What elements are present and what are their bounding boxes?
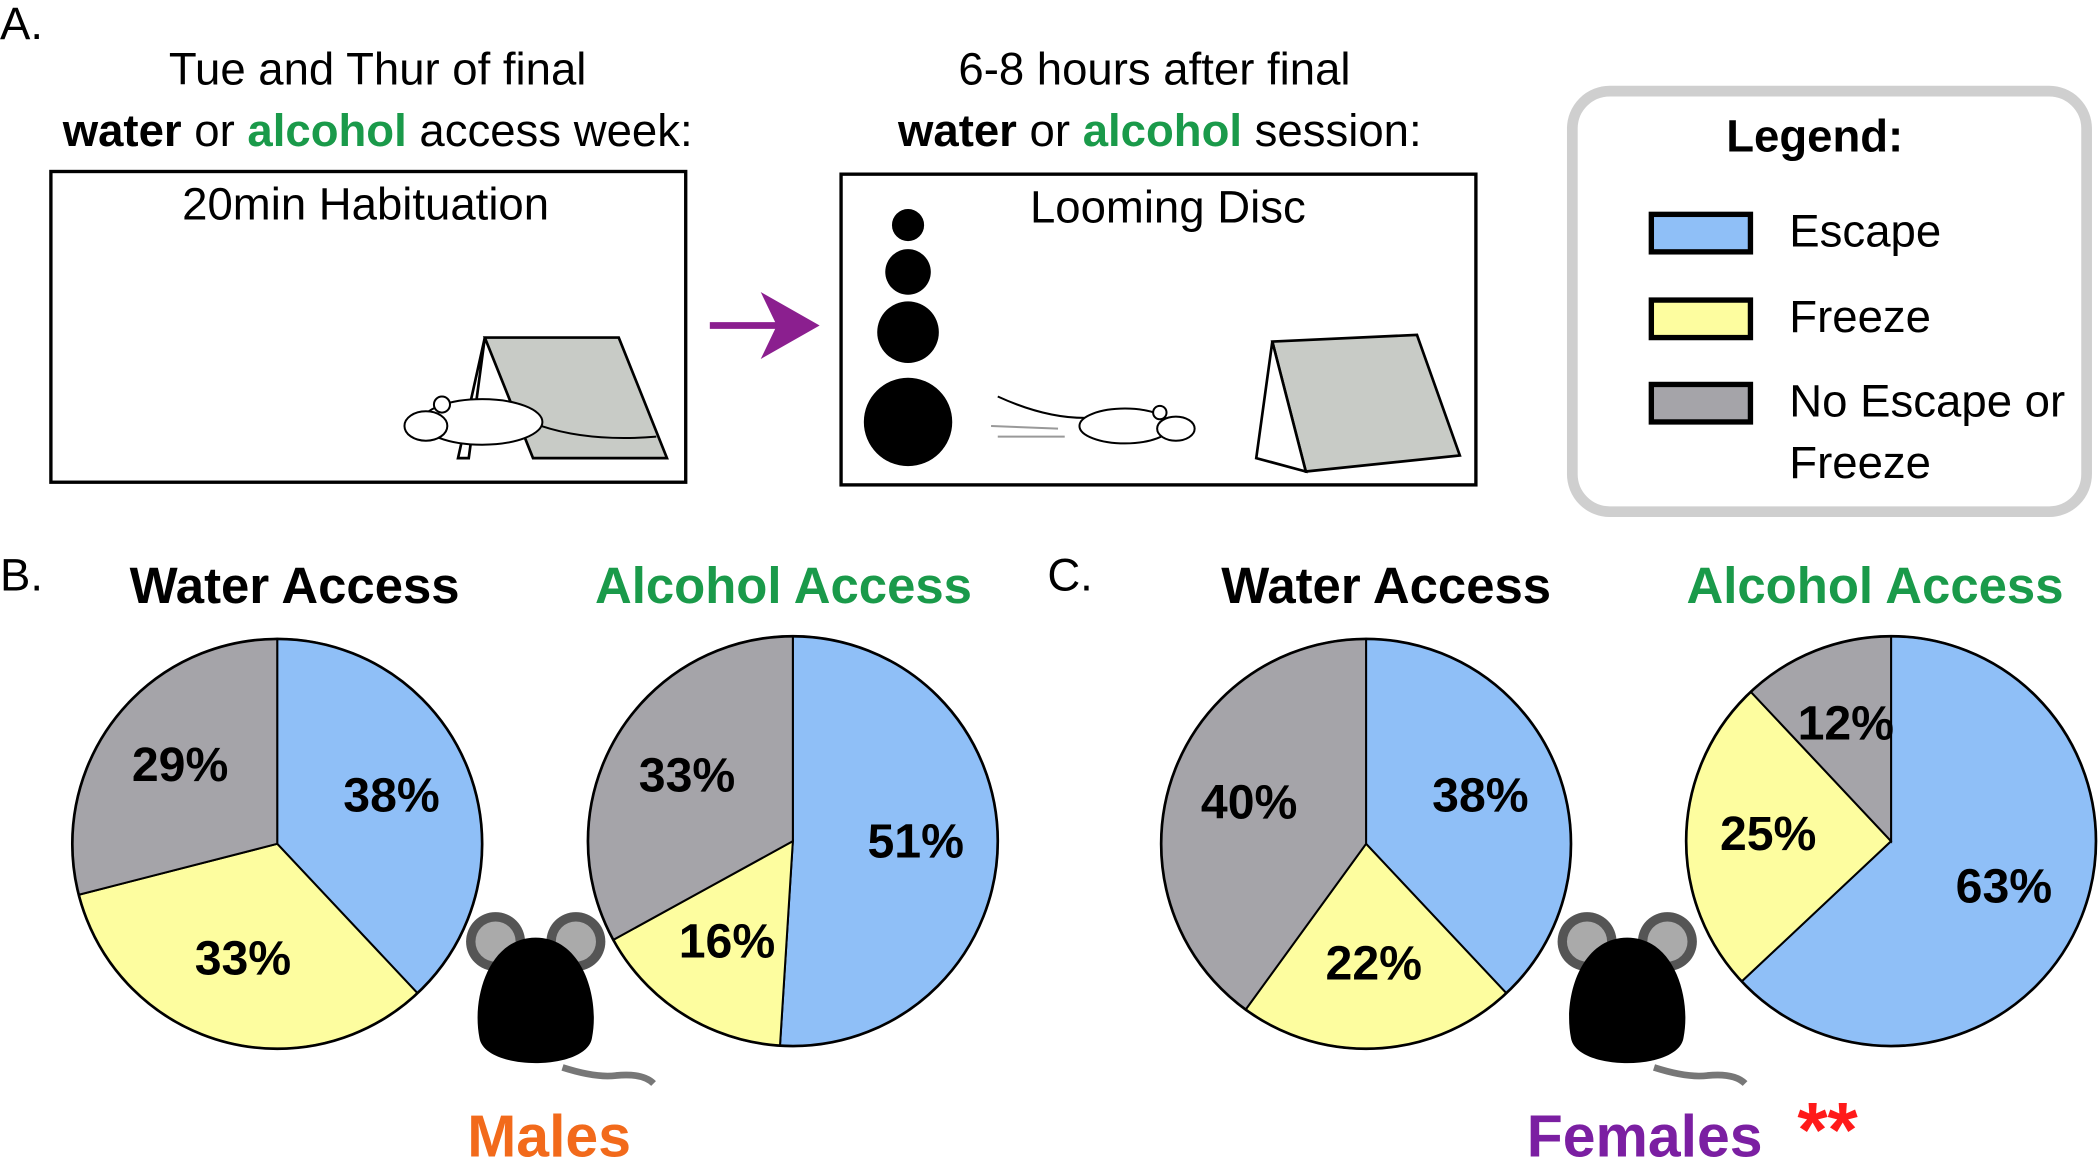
water-word: water	[62, 105, 182, 156]
chart-title: Water Access	[1221, 557, 1551, 614]
slice-label: 12%	[1798, 697, 1894, 751]
significance: **	[1797, 1087, 1858, 1168]
alcohol-word: alcohol	[1083, 105, 1242, 156]
box-title: Looming Disc	[1030, 181, 1306, 232]
shelter	[1254, 333, 1462, 474]
legend-item: No Escape or Freeze	[1789, 376, 2066, 489]
group-label: Males	[467, 1105, 631, 1168]
word: access week:	[419, 105, 692, 156]
slice-label: 38%	[343, 768, 439, 822]
pie-outline	[1159, 637, 1573, 1051]
pie-outline	[1684, 634, 2098, 1048]
water-word: water	[897, 105, 1017, 156]
slice-label: 25%	[1720, 807, 1816, 861]
arena-box	[839, 172, 1478, 487]
slice-label: 22%	[1326, 936, 1422, 990]
arena-box	[49, 169, 688, 484]
legend-label: Freeze	[1789, 292, 1932, 343]
legend-label: Escape	[1789, 206, 1942, 258]
slice-label: 51%	[868, 815, 964, 869]
step-text: 6-8 hours after final	[958, 43, 1350, 94]
word: session:	[1255, 105, 1422, 156]
pie-outline	[70, 637, 484, 1051]
word: or	[1030, 105, 1070, 156]
legend-swatch	[1648, 381, 1754, 425]
panel-label: B.	[0, 550, 43, 601]
legend: Escape Freeze No Escape or Freeze	[1648, 206, 2066, 489]
slice-label: 33%	[639, 748, 735, 802]
chart-title: Alcohol Access	[595, 557, 972, 614]
legend-item: Freeze	[1789, 292, 1932, 343]
box-title: 20min Habituation	[182, 179, 549, 230]
slice-label: 63%	[1956, 860, 2052, 914]
running-mouse	[991, 395, 1196, 445]
looming-discs	[863, 209, 953, 467]
legend-swatch	[1648, 211, 1754, 255]
mouse-icon	[466, 912, 656, 1087]
chart-title: Water Access	[130, 557, 460, 614]
slice-label: 38%	[1432, 768, 1528, 822]
slice-label: 33%	[195, 932, 291, 986]
step-text: water or alcohol session:	[897, 105, 1422, 156]
pies: Water Access 38% 33% 29% Alcohol Access 51% 16…	[70, 557, 2098, 1051]
pie-outline	[586, 634, 1000, 1048]
word: or	[194, 105, 234, 156]
slice-label: 16%	[679, 915, 775, 969]
mouse-icon	[1557, 912, 1748, 1087]
slice-label: 29%	[132, 738, 228, 792]
mouse-drawing	[403, 395, 657, 446]
legend-item: Escape	[1789, 206, 1942, 258]
legend-title: Legend:	[1726, 110, 1903, 161]
step-text: Tue and Thur of final	[169, 43, 587, 94]
panel-label: C.	[1047, 550, 1093, 601]
slice-label: 40%	[1201, 776, 1297, 830]
chart-title: Alcohol Access	[1687, 557, 2064, 614]
legend-swatch	[1648, 297, 1754, 341]
arrow-head	[760, 292, 820, 359]
panel-label: A.	[0, 0, 43, 49]
legend-label: No Escape or Freeze	[1789, 376, 2066, 489]
step-text: water or alcohol access week:	[62, 105, 693, 156]
alcohol-word: alcohol	[247, 105, 406, 156]
group-label: Females	[1527, 1105, 1763, 1168]
